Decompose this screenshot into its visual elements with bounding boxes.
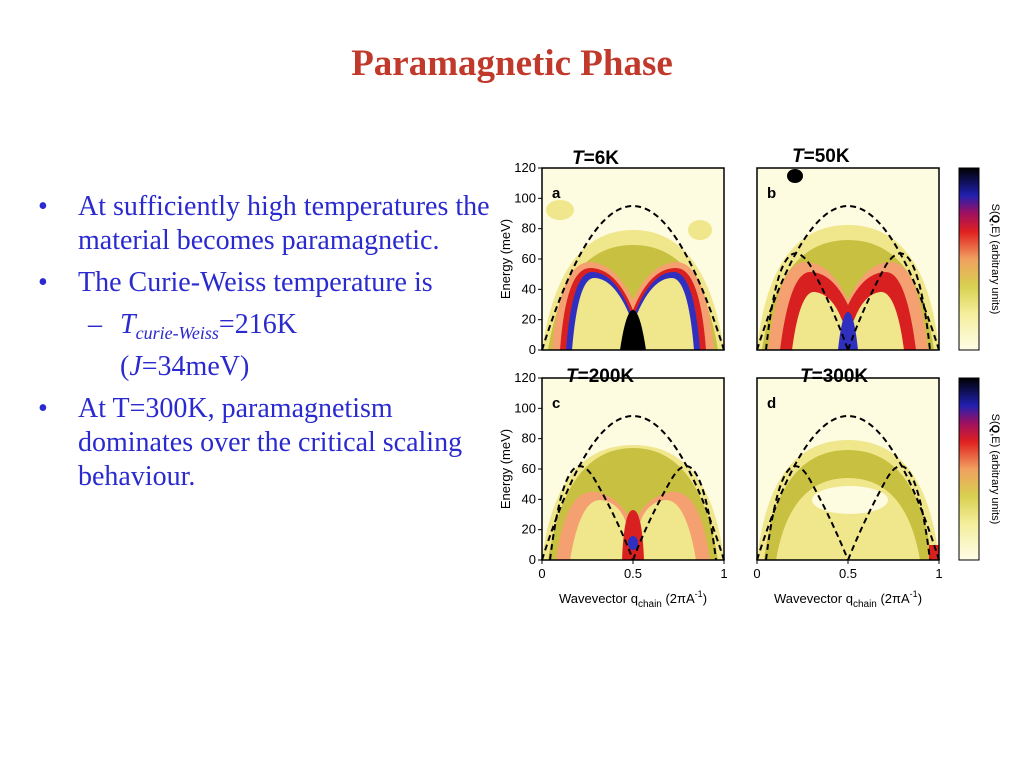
y-tick-label: 20 bbox=[522, 522, 536, 537]
y-tick-label: 100 bbox=[514, 190, 536, 205]
y-axis-top: 0 20 40 60 80 100 120 bbox=[514, 160, 542, 357]
x-axis-right: 0 0.5 1 bbox=[753, 560, 943, 581]
y-tick-label: 120 bbox=[514, 370, 536, 385]
colorbar-bottom: S(Q,E) (arbitrary units) bbox=[958, 377, 1001, 561]
bullet-marker: • bbox=[38, 267, 48, 298]
colorbar-top: S(Q,E) (arbitrary units) bbox=[958, 167, 1001, 351]
x-tick-label: 1 bbox=[720, 566, 727, 581]
panel-temp-b: T=50K bbox=[792, 146, 850, 167]
y-tick-label: 0 bbox=[529, 342, 536, 357]
contour-map-d bbox=[757, 378, 939, 560]
bullet-text-3: At T=300K, paramagnetism dominates over … bbox=[78, 393, 463, 492]
bullet-item-2: • The Curie-Weiss temperature is bbox=[36, 266, 496, 300]
colorbar-label-top: S(Q,E) (arbitrary units) bbox=[989, 204, 1001, 315]
y-axis-label-bottom: Energy (meV) bbox=[498, 429, 513, 509]
x-tick-label: 0 bbox=[753, 566, 760, 581]
panel-a: a T=6K bbox=[541, 148, 725, 351]
panel-letter-d: d bbox=[767, 395, 776, 412]
j-paren: ( bbox=[120, 351, 130, 382]
y-tick-label: 40 bbox=[522, 491, 536, 506]
panel-c: c T=200K bbox=[541, 366, 725, 561]
y-tick-label: 100 bbox=[514, 400, 536, 415]
curie-weiss-value: =216K bbox=[218, 309, 297, 340]
y-tick-label: 80 bbox=[522, 221, 536, 236]
contour-map-b bbox=[757, 168, 939, 350]
panel-temp-d: T=300K bbox=[800, 366, 868, 387]
panel-letter-a: a bbox=[552, 185, 561, 202]
panel-d: d T=300K bbox=[756, 366, 940, 561]
panel-letter-c: c bbox=[552, 395, 560, 412]
panel-b: b T=50K bbox=[756, 146, 940, 351]
y-tick-label: 0 bbox=[529, 552, 536, 567]
y-tick-label: 60 bbox=[522, 251, 536, 266]
bullet-text-1: At sufficiently high temperatures the ma… bbox=[78, 191, 490, 256]
bullet-marker: • bbox=[38, 191, 48, 222]
bullet-item-3: • At T=300K, paramagnetism dominates ove… bbox=[36, 392, 496, 494]
y-tick-label: 120 bbox=[514, 160, 536, 175]
y-tick-label: 20 bbox=[522, 312, 536, 327]
y-tick-label: 60 bbox=[522, 461, 536, 476]
bullet-text-2: The Curie-Weiss temperature is bbox=[78, 267, 433, 298]
x-tick-label: 0 bbox=[538, 566, 545, 581]
panel-letter-b: b bbox=[767, 185, 776, 202]
y-tick-label: 80 bbox=[522, 431, 536, 446]
dash-marker: – bbox=[88, 309, 102, 340]
y-tick-label: 40 bbox=[522, 281, 536, 296]
curie-weiss-symbol: T bbox=[120, 309, 136, 340]
panel-temp-c: T=200K bbox=[566, 366, 634, 387]
bullet-list: • At sufficiently high temperatures the … bbox=[36, 190, 496, 502]
contour-map-a bbox=[542, 168, 724, 350]
colorbar-label-bottom: S(Q,E) (arbitrary units) bbox=[989, 414, 1001, 525]
x-axis-left: 0 0.5 1 bbox=[538, 560, 728, 581]
x-tick-label: 0.5 bbox=[624, 566, 642, 581]
x-tick-label: 1 bbox=[935, 566, 942, 581]
y-axis-label-top: Energy (meV) bbox=[498, 219, 513, 299]
contour-map-c bbox=[542, 378, 724, 560]
bullet-item-1: • At sufficiently high temperatures the … bbox=[36, 190, 496, 258]
sub-bullet-curie-weiss: – Tcurie-Weiss=216K (J=34meV) bbox=[36, 308, 496, 384]
y-axis-bottom: 0 20 40 60 80 100 120 bbox=[514, 370, 542, 567]
curie-weiss-subscript: curie-Weiss bbox=[135, 323, 219, 343]
slide-title: Paramagnetic Phase bbox=[351, 43, 673, 84]
j-value: =34meV) bbox=[141, 351, 250, 382]
j-symbol: J bbox=[129, 351, 142, 382]
x-axis-label-left: Wavevector qchain (2πA-1) bbox=[559, 589, 707, 610]
bullet-marker: • bbox=[38, 393, 48, 424]
x-axis-label-right: Wavevector qchain (2πA-1) bbox=[774, 589, 922, 610]
panel-temp-a: T=6K bbox=[572, 148, 619, 169]
x-tick-label: 0.5 bbox=[839, 566, 857, 581]
